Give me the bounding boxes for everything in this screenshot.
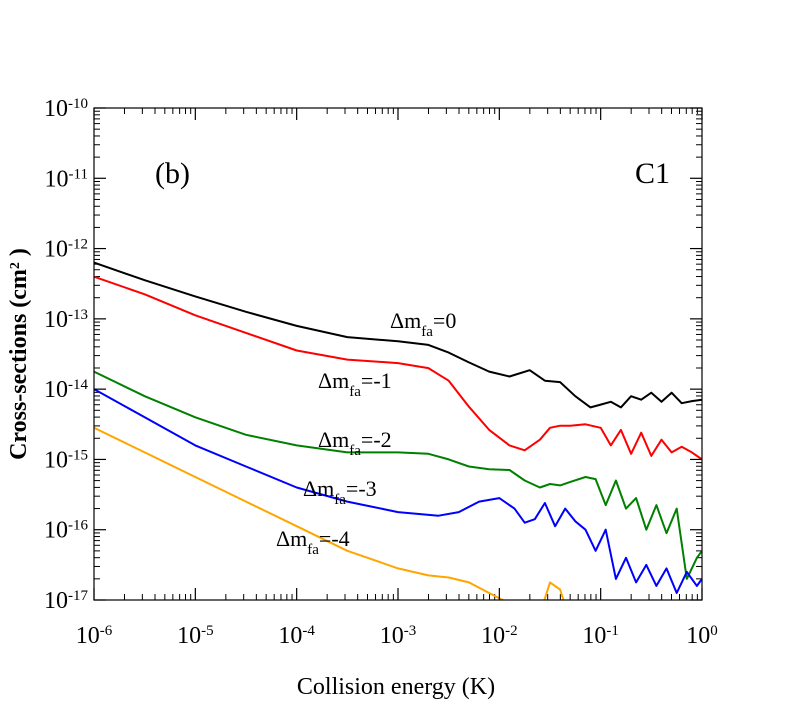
y-tick-label-base: 10 (44, 237, 68, 263)
y-tick-label-exp: -16 (68, 518, 88, 534)
series-layer (94, 261, 702, 600)
curve-label-0: Δmfa=0 (390, 308, 456, 340)
x-tick-label-base: 10 (278, 623, 302, 649)
y-tick-label: 10-17 (44, 588, 88, 614)
y-axis-label-suffix: ) (6, 248, 32, 262)
y-tick-label: 10-16 (44, 518, 88, 544)
x-tick-label-base: 10 (76, 623, 100, 649)
x-tick-label-exp: -6 (100, 623, 113, 639)
curve-label-3: Δmfa=-3 (303, 476, 377, 508)
x-tick-labels: 10-6 10-5 10-4 10-3 10-2 10-1 100 (76, 623, 718, 649)
y-tick-label-base: 10 (44, 588, 68, 614)
curve-label-pre: Δm (318, 427, 349, 452)
x-tick-label: 10-5 (177, 623, 214, 649)
y-tick-label-base: 10 (45, 166, 69, 192)
y-axis-label-prefix: Cross-sections (cm (6, 269, 32, 460)
curve-label-post: =-2 (361, 427, 392, 452)
series-line-0 (94, 261, 702, 409)
y-tick-label-exp: -13 (68, 307, 88, 323)
series-line-2 (94, 370, 702, 580)
y-tick-label-exp: -10 (68, 96, 88, 112)
y-tick-label: 10-13 (44, 307, 88, 333)
curve-label-sub: fa (421, 324, 433, 340)
x-tick-label: 10-3 (380, 623, 417, 649)
x-tick-label-base: 10 (582, 623, 606, 649)
curve-label-pre: Δm (318, 368, 349, 393)
curve-label-sub: fa (349, 443, 361, 459)
x-tick-label: 10-2 (481, 623, 518, 649)
y-tick-label: 10-10 (44, 96, 88, 122)
minor-ticks (94, 108, 702, 600)
y-tick-label: 10-14 (44, 377, 88, 403)
curve-label-post: =-1 (361, 368, 392, 393)
case-label: C1 (635, 157, 670, 190)
y-tick-label-exp: -14 (68, 377, 88, 393)
y-tick-label-base: 10 (44, 447, 68, 473)
y-tick-label-exp: -11 (69, 166, 88, 182)
x-tick-label: 10-1 (582, 623, 619, 649)
x-tick-label-base: 10 (481, 623, 505, 649)
curve-label-sub: fa (349, 384, 361, 400)
curve-label-post: =0 (433, 308, 456, 333)
y-tick-label-base: 10 (44, 307, 68, 333)
y-tick-label-base: 10 (44, 377, 68, 403)
y-tick-label-base: 10 (44, 96, 68, 122)
series-line-3 (94, 388, 702, 594)
x-tick-label-base: 10 (177, 623, 201, 649)
x-tick-label-exp: -3 (404, 623, 417, 639)
curve-label-pre: Δm (276, 526, 307, 551)
y-tick-label: 10-12 (44, 237, 88, 263)
x-tick-label-exp: -4 (302, 623, 315, 639)
y-tick-label-base: 10 (44, 518, 68, 544)
curve-label-4: Δmfa=-4 (276, 526, 350, 558)
y-tick-label: 10-11 (45, 166, 88, 192)
x-tick-label-base: 10 (380, 623, 404, 649)
x-tick-label-exp: -2 (505, 623, 518, 639)
x-tick-label: 10-4 (278, 623, 315, 649)
curve-label-2: Δmfa=-2 (318, 427, 392, 459)
x-tick-label: 10-6 (76, 623, 113, 649)
y-tick-label-exp: -12 (68, 237, 88, 253)
x-axis-label: Collision energy (K) (297, 674, 495, 700)
x-tick-label-base: 10 (686, 623, 710, 649)
x-tick-label-exp: -1 (606, 623, 619, 639)
x-tick-label: 100 (686, 623, 718, 649)
y-tick-label: 10-15 (44, 447, 88, 473)
y-tick-label-exp: -15 (68, 447, 88, 463)
curve-label-1: Δmfa=-1 (318, 368, 392, 400)
y-axis-label: Cross-sections (cm2 ) (6, 248, 32, 460)
curve-label-sub: fa (334, 492, 346, 508)
x-tick-label-exp: 0 (710, 623, 718, 639)
y-tick-label-exp: -17 (68, 588, 88, 604)
curve-label-post: =-3 (346, 476, 377, 501)
curve-label-pre: Δm (390, 308, 421, 333)
major-ticks (93, 107, 703, 601)
curve-label-pre: Δm (303, 476, 334, 501)
panel-label: (b) (155, 157, 190, 190)
x-tick-label-exp: -5 (201, 623, 214, 639)
y-axis-label-sup: 2 (8, 262, 23, 269)
series-line-1 (94, 275, 702, 461)
curve-label-post: =-4 (319, 526, 350, 551)
series-line-4 (94, 426, 565, 600)
curve-label-sub: fa (307, 542, 319, 558)
